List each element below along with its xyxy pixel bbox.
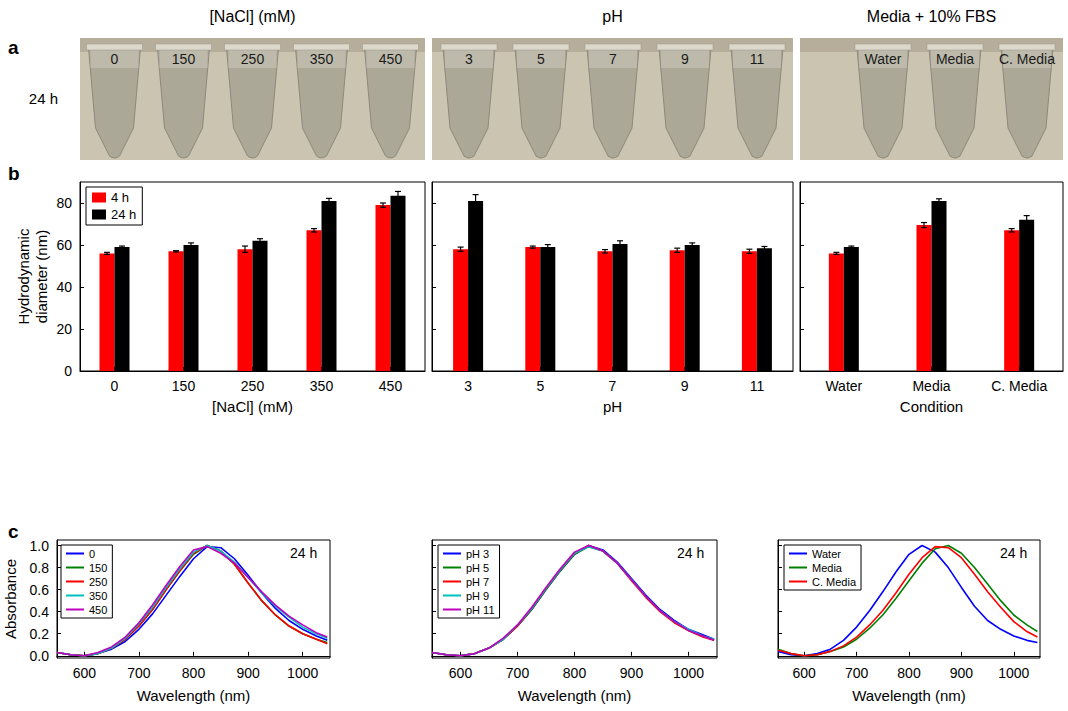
svg-text:C. Media: C. Media (999, 51, 1055, 67)
svg-text:60: 60 (56, 237, 72, 253)
svg-text:250: 250 (241, 51, 265, 67)
svg-text:Wavelength (nm): Wavelength (nm) (518, 687, 632, 704)
svg-text:80: 80 (56, 195, 72, 211)
svg-text:0: 0 (89, 548, 95, 560)
svg-text:150: 150 (172, 378, 196, 394)
svg-text:700: 700 (127, 665, 151, 681)
svg-text:c: c (8, 521, 19, 542)
svg-text:24 h: 24 h (290, 545, 317, 561)
svg-text:pH 9: pH 9 (466, 590, 489, 602)
svg-text:3: 3 (465, 51, 473, 67)
svg-text:700: 700 (506, 665, 530, 681)
svg-text:1000: 1000 (673, 665, 704, 681)
svg-text:Hydrodynamic: Hydrodynamic (15, 228, 32, 324)
svg-text:900: 900 (236, 665, 260, 681)
svg-text:1000: 1000 (287, 665, 318, 681)
svg-text:Wavelength (nm): Wavelength (nm) (852, 687, 966, 704)
svg-text:4 h: 4 h (111, 190, 129, 205)
svg-text:600: 600 (793, 665, 817, 681)
svg-text:350: 350 (310, 51, 334, 67)
svg-text:24 h: 24 h (111, 207, 136, 222)
svg-text:150: 150 (89, 562, 107, 574)
svg-text:5: 5 (537, 51, 545, 67)
svg-text:600: 600 (449, 665, 473, 681)
svg-text:pH: pH (602, 8, 622, 25)
svg-text:Media: Media (812, 562, 843, 574)
svg-text:pH 7: pH 7 (466, 576, 489, 588)
svg-text:800: 800 (563, 665, 587, 681)
svg-text:5: 5 (536, 378, 544, 394)
svg-text:7: 7 (609, 378, 617, 394)
svg-text:800: 800 (897, 665, 921, 681)
svg-text:Absorbance: Absorbance (2, 559, 19, 639)
svg-text:0: 0 (64, 363, 72, 379)
svg-text:450: 450 (379, 51, 403, 67)
svg-text:24 h: 24 h (677, 545, 704, 561)
svg-text:900: 900 (620, 665, 644, 681)
svg-text:350: 350 (89, 590, 107, 602)
svg-text:0.8: 0.8 (30, 560, 50, 576)
svg-text:40: 40 (56, 279, 72, 295)
svg-text:Media + 10% FBS: Media + 10% FBS (867, 8, 996, 25)
svg-text:Water: Water (812, 548, 841, 560)
svg-text:450: 450 (379, 378, 403, 394)
svg-text:b: b (8, 163, 20, 184)
svg-text:0.6: 0.6 (30, 582, 50, 598)
svg-text:pH 5: pH 5 (466, 562, 489, 574)
svg-text:9: 9 (681, 51, 689, 67)
svg-text:700: 700 (845, 665, 869, 681)
svg-text:pH: pH (603, 398, 622, 415)
svg-text:1000: 1000 (998, 665, 1029, 681)
svg-text:Media: Media (936, 51, 974, 67)
svg-text:24 h: 24 h (1000, 545, 1027, 561)
svg-text:Water: Water (865, 51, 902, 67)
svg-text:600: 600 (73, 665, 97, 681)
svg-text:1.0: 1.0 (30, 538, 50, 554)
svg-text:a: a (8, 37, 19, 58)
svg-text:[NaCl] (mM): [NaCl] (mM) (209, 8, 295, 25)
svg-text:20: 20 (56, 321, 72, 337)
svg-text:C. Media: C. Media (991, 378, 1047, 394)
svg-text:350: 350 (310, 378, 334, 394)
svg-text:250: 250 (89, 576, 107, 588)
svg-text:150: 150 (172, 51, 196, 67)
svg-text:11: 11 (750, 51, 765, 67)
svg-text:0: 0 (111, 51, 119, 67)
svg-text:Wavelength (nm): Wavelength (nm) (137, 687, 251, 704)
svg-text:450: 450 (89, 604, 107, 616)
svg-text:3: 3 (464, 378, 472, 394)
svg-text:250: 250 (241, 378, 265, 394)
svg-text:0.2: 0.2 (30, 626, 50, 642)
svg-text:0.4: 0.4 (30, 604, 50, 620)
svg-text:C. Media: C. Media (812, 576, 857, 588)
svg-text:[NaCl] (mM): [NaCl] (mM) (212, 398, 293, 415)
svg-text:800: 800 (182, 665, 206, 681)
svg-text:11: 11 (750, 378, 765, 394)
svg-text:9: 9 (681, 378, 689, 394)
svg-text:900: 900 (950, 665, 974, 681)
svg-text:0.0: 0.0 (30, 648, 50, 664)
svg-text:24 h: 24 h (29, 90, 58, 107)
svg-text:Media: Media (912, 378, 950, 394)
svg-text:pH 11: pH 11 (466, 604, 495, 616)
svg-text:pH 3: pH 3 (466, 548, 489, 560)
svg-text:Water: Water (825, 378, 862, 394)
svg-text:7: 7 (609, 51, 617, 67)
svg-text:diameter (nm): diameter (nm) (33, 230, 50, 323)
svg-text:Condition: Condition (900, 398, 963, 415)
svg-text:0: 0 (111, 378, 119, 394)
